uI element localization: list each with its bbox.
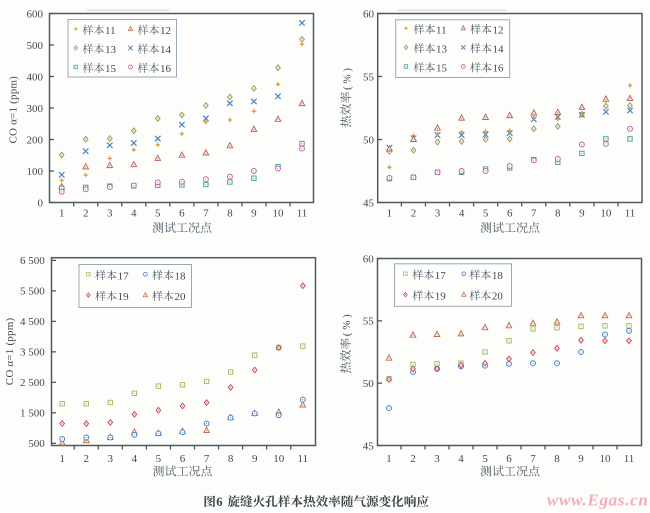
svg-text:13: 13 <box>105 44 117 56</box>
svg-text:6 500: 6 500 <box>20 255 45 267</box>
svg-text:14: 14 <box>160 44 172 56</box>
svg-text:500: 500 <box>27 40 44 52</box>
svg-text:500: 500 <box>28 438 45 450</box>
svg-text:55: 55 <box>363 316 375 328</box>
svg-text:1: 1 <box>59 208 65 220</box>
svg-text:( % ): ( % ) <box>341 314 353 336</box>
svg-text:6: 6 <box>216 495 222 509</box>
svg-text:4: 4 <box>131 208 137 220</box>
svg-text:16: 16 <box>493 63 505 75</box>
svg-text:14: 14 <box>493 43 505 55</box>
svg-text:0: 0 <box>38 197 44 209</box>
svg-text:10: 10 <box>600 453 612 465</box>
svg-text:3: 3 <box>107 208 113 220</box>
svg-text:11: 11 <box>624 453 635 465</box>
svg-text:8: 8 <box>227 208 233 220</box>
svg-text:100: 100 <box>27 166 44 178</box>
svg-text:CO α=1 (ppm): CO α=1 (ppm) <box>4 318 16 386</box>
svg-text:20: 20 <box>492 291 504 303</box>
svg-text:18: 18 <box>492 270 504 282</box>
svg-text:15: 15 <box>436 63 448 75</box>
svg-text:9: 9 <box>579 208 585 220</box>
svg-text:3 500: 3 500 <box>20 347 45 359</box>
svg-text:45: 45 <box>363 197 375 209</box>
svg-text:13: 13 <box>436 43 448 55</box>
svg-text:17: 17 <box>435 270 447 282</box>
svg-text:8: 8 <box>554 453 560 465</box>
svg-text:5: 5 <box>483 208 489 220</box>
svg-text:600: 600 <box>27 8 44 20</box>
svg-text:11: 11 <box>105 25 116 37</box>
svg-text:4: 4 <box>132 453 138 465</box>
svg-text:3: 3 <box>435 208 441 220</box>
svg-text:2: 2 <box>410 453 416 465</box>
svg-text:200: 200 <box>27 134 44 146</box>
svg-text:300: 300 <box>27 103 44 115</box>
svg-text:60: 60 <box>363 253 375 265</box>
svg-text:9: 9 <box>578 453 584 465</box>
svg-text:1: 1 <box>59 453 65 465</box>
svg-text:400: 400 <box>27 71 44 83</box>
svg-text:1 500: 1 500 <box>20 408 45 420</box>
svg-text:2: 2 <box>84 453 90 465</box>
svg-text:6: 6 <box>507 208 513 220</box>
svg-text:9: 9 <box>251 208 257 220</box>
svg-text:7: 7 <box>530 453 536 465</box>
svg-text:17: 17 <box>118 270 130 282</box>
svg-text:55: 55 <box>363 71 375 83</box>
svg-text:3: 3 <box>434 453 440 465</box>
svg-text:6: 6 <box>179 208 185 220</box>
svg-text:www.Egas.cn: www.Egas.cn <box>547 491 649 510</box>
svg-text:8: 8 <box>228 453 234 465</box>
svg-text:9: 9 <box>252 453 258 465</box>
svg-text:2: 2 <box>83 208 89 220</box>
svg-text:11: 11 <box>297 208 308 220</box>
svg-text:1: 1 <box>386 453 392 465</box>
svg-text:11: 11 <box>625 208 636 220</box>
svg-text:19: 19 <box>118 291 130 303</box>
svg-text:11: 11 <box>298 453 309 465</box>
svg-text:4: 4 <box>458 453 464 465</box>
svg-text:2 500: 2 500 <box>20 377 45 389</box>
svg-text:10: 10 <box>273 208 285 220</box>
svg-text:5: 5 <box>156 453 162 465</box>
svg-text:15: 15 <box>105 63 117 75</box>
svg-text:7: 7 <box>203 208 209 220</box>
svg-text:50: 50 <box>363 134 375 146</box>
svg-text:8: 8 <box>555 208 561 220</box>
svg-text:5 500: 5 500 <box>20 286 45 298</box>
svg-text:20: 20 <box>175 291 187 303</box>
svg-text:3: 3 <box>108 453 114 465</box>
svg-text:50: 50 <box>363 378 375 390</box>
svg-text:16: 16 <box>160 63 172 75</box>
svg-text:7: 7 <box>531 208 537 220</box>
svg-text:5: 5 <box>155 208 161 220</box>
svg-text:1: 1 <box>387 208 393 220</box>
svg-text:19: 19 <box>435 291 447 303</box>
svg-text:2: 2 <box>411 208 417 220</box>
svg-text:60: 60 <box>363 8 375 20</box>
svg-text:10: 10 <box>600 208 612 220</box>
svg-text:CO α=1 (ppm): CO α=1 (ppm) <box>8 76 20 144</box>
svg-text:11: 11 <box>436 24 447 36</box>
svg-text:12: 12 <box>160 25 171 37</box>
svg-text:4 500: 4 500 <box>20 316 45 328</box>
svg-text:10: 10 <box>273 453 285 465</box>
svg-text:18: 18 <box>175 270 187 282</box>
svg-text:7: 7 <box>204 453 210 465</box>
svg-text:45: 45 <box>363 440 375 452</box>
svg-text:6: 6 <box>180 453 186 465</box>
svg-text:6: 6 <box>506 453 512 465</box>
svg-text:4: 4 <box>459 208 465 220</box>
svg-text:12: 12 <box>493 24 504 36</box>
svg-text:( % ): ( % ) <box>341 68 353 90</box>
svg-text:5: 5 <box>482 453 488 465</box>
